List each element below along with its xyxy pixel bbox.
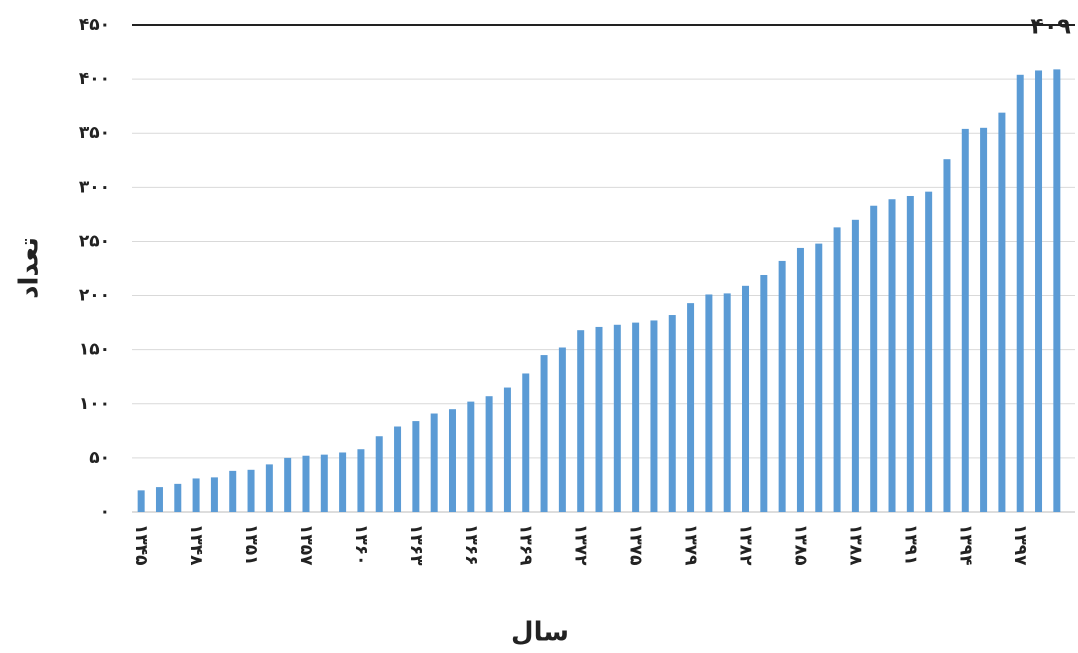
bar [815, 243, 823, 512]
bar [229, 470, 237, 512]
x-tick-label: ۱۳۶۹ [516, 524, 536, 566]
x-tick-label: ۱۳۵۱ [241, 524, 261, 566]
bar [503, 387, 511, 512]
bar [540, 355, 548, 512]
bar [870, 205, 878, 512]
y-tick-label: ۵۰ [89, 448, 110, 468]
bar [412, 421, 420, 512]
bar [302, 455, 310, 512]
bar [155, 487, 163, 512]
y-axis-title: تعداد [15, 237, 45, 299]
bar [137, 490, 145, 512]
bar [961, 128, 969, 513]
bar [851, 219, 859, 513]
bar [888, 199, 896, 512]
y-tick-label: ۲۰۰ [79, 286, 110, 306]
bar [632, 322, 640, 512]
bar [833, 227, 841, 512]
bar [980, 127, 988, 513]
bar [339, 452, 347, 512]
y-tick-label: ۰ [100, 502, 110, 522]
x-tick-label: ۱۳۷۲ [571, 524, 591, 566]
x-tick-label: ۱۳۶۶ [461, 524, 481, 566]
x-tick-label: ۱۳۸۵ [790, 524, 810, 566]
bar [998, 112, 1006, 512]
x-tick-label: ۱۳۹۴ [955, 524, 975, 566]
x-axis-title: سال [511, 618, 569, 648]
x-tick-label: ۱۳۹۷ [1010, 524, 1030, 566]
bar [595, 326, 603, 512]
bar [742, 285, 750, 512]
x-tick-label: ۱۳۷۵ [626, 524, 646, 566]
bar [467, 401, 475, 512]
x-tick-label: ۱۳۴۸ [186, 524, 206, 566]
bar [247, 469, 255, 512]
x-tick-label: ۱۳۶۳ [406, 524, 426, 566]
bar [430, 413, 438, 512]
x-tick-label: ۱۳۸۲ [736, 524, 756, 566]
bar [943, 159, 951, 512]
bar [1016, 74, 1024, 512]
x-tick-label: ۱۳۵۷ [296, 524, 316, 566]
bar [375, 436, 383, 512]
bar [925, 191, 933, 512]
bar [577, 330, 585, 512]
bar [522, 373, 530, 512]
x-tick-label: ۱۳۶۰ [351, 524, 371, 566]
bar [705, 294, 713, 512]
y-tick-label: ۳۰۰ [79, 177, 110, 197]
y-tick-label: ۳۵۰ [79, 123, 110, 143]
bar [174, 483, 182, 512]
value-label: ۴۰۹ [1031, 14, 1071, 39]
bar [796, 247, 804, 512]
bar [1053, 69, 1061, 513]
bar [723, 293, 731, 512]
y-tick-label: ۴۰۰ [79, 69, 110, 89]
bar [284, 457, 292, 512]
bar [394, 426, 402, 512]
bar [668, 315, 676, 512]
bar [778, 260, 786, 512]
bar [265, 464, 273, 512]
x-tick-label: ۱۳۹۱ [900, 524, 920, 566]
bar [448, 409, 456, 512]
y-tick-label: ۴۵۰ [79, 15, 110, 35]
bar [192, 478, 200, 512]
y-tick-label: ۱۵۰ [79, 340, 110, 360]
bar [357, 449, 365, 512]
bar [1035, 70, 1043, 512]
x-tick-label: ۱۳۷۹ [681, 524, 701, 566]
bar [613, 324, 621, 512]
x-tick-label: ۱۳۸۸ [845, 524, 865, 566]
x-tick-label: ۱۳۴۵ [131, 524, 151, 566]
bar [687, 303, 695, 512]
bar [320, 454, 328, 512]
bar [558, 347, 566, 512]
bar [906, 195, 914, 513]
y-tick-label: ۲۵۰ [79, 231, 110, 251]
bar [650, 320, 658, 512]
y-tick-label: ۱۰۰ [79, 394, 110, 414]
bar [485, 396, 493, 512]
bar [760, 274, 768, 512]
bar [210, 477, 218, 512]
